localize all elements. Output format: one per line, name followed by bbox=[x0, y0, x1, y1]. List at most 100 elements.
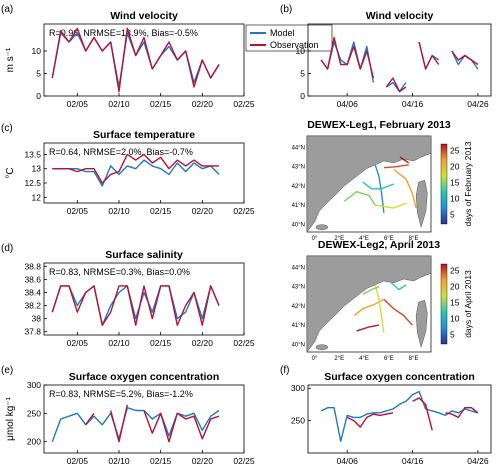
plot-frame bbox=[43, 23, 245, 97]
cruise-track bbox=[362, 181, 395, 190]
cruise-track bbox=[393, 169, 417, 209]
y-tick-label: 5 bbox=[300, 69, 305, 79]
colorbar-tick-label: 5 bbox=[450, 209, 455, 219]
colorbar-tick-label: 20 bbox=[450, 161, 460, 171]
panel-4: (e) Surface oxygen concentration 02/05 02/1… bbox=[1, 365, 255, 466]
colorbar-tick-label: 15 bbox=[450, 297, 460, 307]
model-line bbox=[386, 81, 407, 93]
x-tick-label: 02/20 bbox=[192, 99, 214, 109]
x-tick-label: 02/05 bbox=[67, 338, 89, 348]
lon-tick-label: 4°E bbox=[359, 236, 369, 242]
map-panel-1: DEWEX-Leg2, April 2013 40°N 41°N 42°N 43°N 44… bbox=[292, 239, 473, 362]
observation-line bbox=[451, 50, 479, 66]
observation-line bbox=[110, 404, 128, 443]
observation-line bbox=[51, 285, 220, 326]
lon-tick-label: 0° bbox=[312, 356, 318, 362]
lon-tick-label: 8°E bbox=[409, 236, 419, 242]
colorbar-tick-label: 20 bbox=[450, 281, 460, 291]
y-axis-label: μmol kg⁻¹ bbox=[5, 396, 16, 440]
balearic-island bbox=[315, 344, 329, 350]
panel-letter: (e) bbox=[1, 365, 13, 376]
legend-observation-label: Observation bbox=[270, 40, 319, 50]
x-tick-label: 02/05 bbox=[67, 456, 89, 466]
panel-title: Wind velocity bbox=[366, 10, 434, 22]
x-tick-label: 04/16 bbox=[402, 456, 424, 466]
cruise-track bbox=[343, 190, 376, 206]
y-tick-label: 13.5 bbox=[24, 149, 41, 159]
x-tick-label: 02/25 bbox=[233, 456, 255, 466]
observation-line bbox=[51, 27, 220, 93]
lat-tick-label: 43°N bbox=[292, 165, 305, 171]
stats-annotation: R=0.83, NRMSE=5.2%, Bias=-1.2% bbox=[49, 389, 193, 399]
observation-line bbox=[85, 412, 95, 426]
panel-0: (a) Wind velocity 02/05 02/10 02/15 02/20 02/2… bbox=[1, 4, 333, 109]
observation-line bbox=[52, 153, 219, 184]
land-mass bbox=[306, 255, 432, 353]
observation-line bbox=[385, 77, 407, 93]
y-tick-label: 38.8 bbox=[24, 261, 41, 271]
panel-title: Surface salinity bbox=[105, 249, 183, 261]
cruise-track bbox=[374, 164, 385, 213]
lon-tick-label: 2°E bbox=[334, 236, 344, 242]
observation-line bbox=[418, 41, 440, 70]
lat-tick-label: 42°N bbox=[292, 184, 305, 190]
panel-title: Wind velocity bbox=[110, 10, 178, 22]
panel-2: (c) Surface temperature 02/05 02/10 02/15 02/… bbox=[1, 123, 255, 216]
model-line bbox=[51, 407, 220, 442]
model-line bbox=[320, 390, 479, 442]
model-line bbox=[451, 50, 479, 70]
lon-tick-label: 0° bbox=[312, 236, 318, 242]
colorbar-tick-label: 10 bbox=[450, 313, 460, 323]
lat-tick-label: 42°N bbox=[292, 304, 305, 310]
colorbar-tick-label: 10 bbox=[450, 193, 460, 203]
lat-tick-label: 40°N bbox=[292, 342, 305, 348]
line-panels: (a) Wind velocity 02/05 02/10 02/15 02/20 02/2… bbox=[1, 4, 492, 466]
y-tick-label: 300 bbox=[291, 383, 305, 393]
x-tick-label: 04/16 bbox=[402, 99, 424, 109]
y-tick-label: 250 bbox=[291, 416, 305, 426]
lat-tick-label: 44°N bbox=[292, 266, 305, 272]
y-tick-label: 13 bbox=[32, 164, 42, 174]
stats-annotation: R=0.96, NRMSE=13.9%, Bias=-0.5% bbox=[49, 28, 198, 38]
x-tick-label: 02/25 bbox=[233, 206, 255, 216]
x-tick-label: 02/15 bbox=[150, 338, 172, 348]
panel-1: (b) Wind velocity 04/06 04/16 04/26 0 5 10 bbox=[280, 4, 492, 109]
y-tick-label: 0 bbox=[300, 91, 305, 101]
x-tick-label: 02/10 bbox=[108, 206, 130, 216]
lat-tick-label: 44°N bbox=[292, 146, 305, 152]
model-line bbox=[52, 159, 220, 187]
x-tick-label: 04/26 bbox=[467, 99, 489, 109]
plot-frame bbox=[43, 142, 245, 204]
y-tick-label: 38 bbox=[32, 314, 42, 324]
x-tick-label: 02/15 bbox=[150, 456, 172, 466]
observation-line bbox=[346, 412, 394, 428]
cruise-track bbox=[390, 282, 407, 291]
y-tick-label: 250 bbox=[27, 408, 41, 418]
x-tick-label: 02/25 bbox=[233, 99, 255, 109]
plot-frame bbox=[43, 262, 245, 336]
colorbar-tick-label: 25 bbox=[450, 265, 460, 275]
map-title: DEWEX-Leg1, February 2013 bbox=[307, 119, 451, 131]
colorbar-tick-label: 5 bbox=[450, 329, 455, 339]
y-tick-label: 38.4 bbox=[24, 287, 41, 297]
y-axis-label: m s⁻¹ bbox=[5, 47, 16, 72]
y-tick-label: 38.6 bbox=[24, 274, 41, 284]
observation-line bbox=[412, 397, 433, 431]
lon-tick-label: 4°E bbox=[359, 356, 369, 362]
colorbar bbox=[440, 263, 448, 345]
y-tick-label: 12.5 bbox=[24, 178, 41, 188]
observation-line bbox=[445, 407, 479, 419]
x-tick-label: 02/10 bbox=[108, 456, 130, 466]
balearic-island bbox=[315, 224, 329, 230]
map-panels: DEWEX-Leg1, February 2013 40°N 41°N 42°N 43°… bbox=[292, 119, 473, 362]
stats-annotation: R=0.64, NRMSE=2.0%, Bias=-0.7% bbox=[49, 147, 193, 157]
x-tick-label: 02/25 bbox=[233, 338, 255, 348]
x-tick-label: 04/26 bbox=[467, 456, 489, 466]
map-title: DEWEX-Leg2, April 2013 bbox=[318, 239, 440, 251]
x-tick-label: 02/15 bbox=[150, 206, 172, 216]
land-mass bbox=[306, 135, 432, 233]
island-mass bbox=[415, 179, 428, 229]
lon-tick-label: 2°E bbox=[334, 356, 344, 362]
legend-box bbox=[245, 24, 333, 52]
